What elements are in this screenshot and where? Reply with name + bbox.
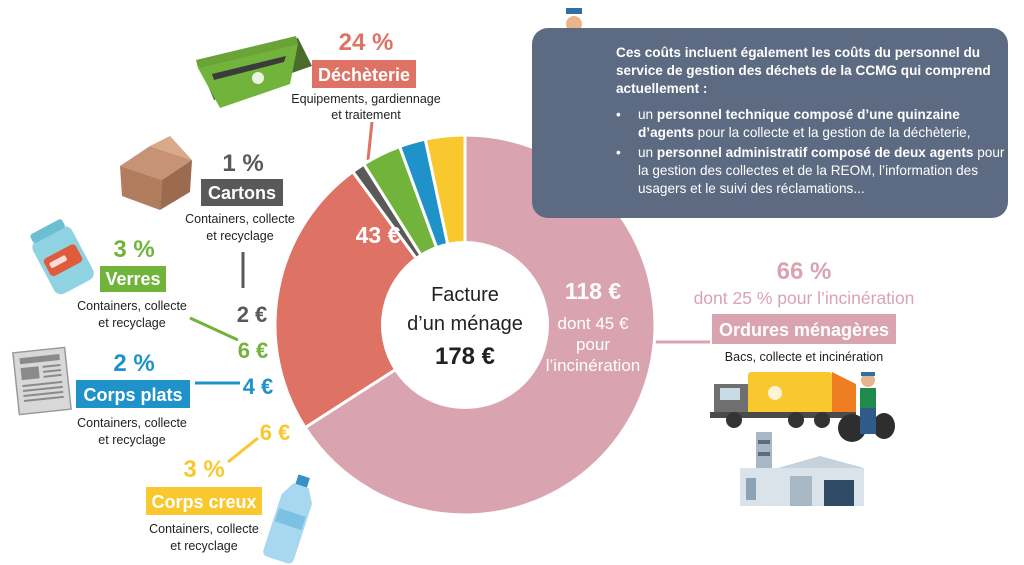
bullet-bold: personnel administratif composé de deux … bbox=[656, 145, 974, 160]
category-ordures: Ordures ménagères bbox=[719, 320, 889, 340]
donut-hole bbox=[381, 241, 549, 409]
bullet-text: pour la gestion des collectes et de la R… bbox=[638, 145, 1005, 196]
garbage-truck-icon bbox=[710, 372, 856, 428]
center-label-line-1: Facture bbox=[431, 284, 499, 306]
desc-cartons-2: et recyclage bbox=[206, 229, 273, 243]
desc-corps-creux-2: et recyclage bbox=[170, 539, 237, 553]
slice-note-ordures-3: l’incinération bbox=[546, 356, 641, 375]
slice-amount-corps-plats: 4 € bbox=[243, 374, 274, 399]
center-label-line-2: d’un ménage bbox=[407, 313, 523, 335]
category-badge-cartons bbox=[201, 179, 283, 206]
waste-skip-icon bbox=[196, 36, 312, 108]
desc-dechetterie-1: Equipements, gardiennage bbox=[291, 92, 440, 106]
category-cartons: Cartons bbox=[208, 183, 276, 203]
percent-ordures: 66 % bbox=[777, 258, 832, 285]
info-list: un personnel technique composé d’une qui… bbox=[616, 106, 1008, 200]
category-badge-corps-plats bbox=[76, 380, 190, 408]
connector-dechetterie bbox=[366, 121, 374, 161]
cardboard-box-icon bbox=[120, 136, 192, 210]
newspaper-icon bbox=[12, 346, 72, 416]
info-heading: Ces coûts incluent également les coûts d… bbox=[616, 45, 991, 96]
slice-amount-verres: 6 € bbox=[238, 338, 269, 363]
desc-corps-plats-1: Containers, collecte bbox=[77, 416, 187, 430]
category-corps-creux: Corps creux bbox=[151, 492, 256, 512]
desc-corps-creux-1: Containers, collecte bbox=[149, 522, 259, 536]
info-bullet: un personnel technique composé d’une qui… bbox=[616, 106, 1008, 142]
category-badge-dechetterie bbox=[312, 60, 416, 88]
slice-note-ordures-1: dont 45 € bbox=[558, 314, 629, 333]
connector-lines bbox=[189, 121, 710, 464]
percent-dechetterie: 24 % bbox=[339, 29, 394, 56]
category-badge-verres bbox=[100, 266, 166, 292]
info-box: Ces coûts incluent également les coûts d… bbox=[532, 28, 1008, 218]
slice-amount-dechetterie: 43 € bbox=[356, 222, 401, 248]
category-corps-plats: Corps plats bbox=[83, 385, 182, 405]
slice-note-ordures-2: pour bbox=[576, 335, 610, 354]
worker-icon bbox=[838, 372, 895, 442]
plastic-bottle-icon bbox=[263, 474, 313, 564]
category-badge-corps-creux bbox=[146, 487, 262, 515]
glass-jar-icon bbox=[30, 219, 94, 295]
desc-dechetterie-2: et traitement bbox=[331, 108, 401, 122]
category-badge-ordures bbox=[712, 314, 896, 344]
bullet-prefix: un bbox=[638, 107, 657, 122]
desc-ordures-1: Bacs, collecte et incinération bbox=[725, 350, 883, 364]
incinerator-plant-icon bbox=[740, 432, 864, 506]
bullet-bold: personnel technique composé d’une quinza… bbox=[638, 107, 960, 140]
desc-corps-plats-2: et recyclage bbox=[98, 433, 165, 447]
bullet-prefix: un bbox=[638, 145, 657, 160]
desc-verres-2: et recyclage bbox=[98, 316, 165, 330]
center-total: 178 € bbox=[435, 343, 495, 370]
percent-note-ordures: dont 25 % pour l’incinération bbox=[694, 288, 915, 308]
desc-cartons-1: Containers, collecte bbox=[185, 212, 295, 226]
percent-cartons: 1 % bbox=[222, 150, 263, 177]
slice-amount-corps-creux: 6 € bbox=[260, 420, 291, 445]
slice-amount-ordures: 118 € bbox=[565, 278, 621, 304]
category-dechetterie: Déchèterie bbox=[318, 65, 410, 85]
percent-verres: 3 % bbox=[113, 236, 154, 263]
info-bullet: un personnel administratif composé de de… bbox=[616, 144, 1008, 198]
category-verres: Verres bbox=[105, 269, 160, 289]
slice-amount-cartons: 2 € bbox=[237, 302, 268, 327]
bullet-text: pour la collecte et la gestion de la déc… bbox=[693, 125, 971, 140]
slice-dechetterie bbox=[273, 169, 468, 430]
desc-verres-1: Containers, collecte bbox=[77, 299, 187, 313]
connector-corps-creux bbox=[227, 436, 259, 464]
percent-corps-creux: 3 % bbox=[183, 456, 224, 483]
percent-corps-plats: 2 % bbox=[113, 350, 154, 377]
connector-verres bbox=[189, 316, 239, 342]
